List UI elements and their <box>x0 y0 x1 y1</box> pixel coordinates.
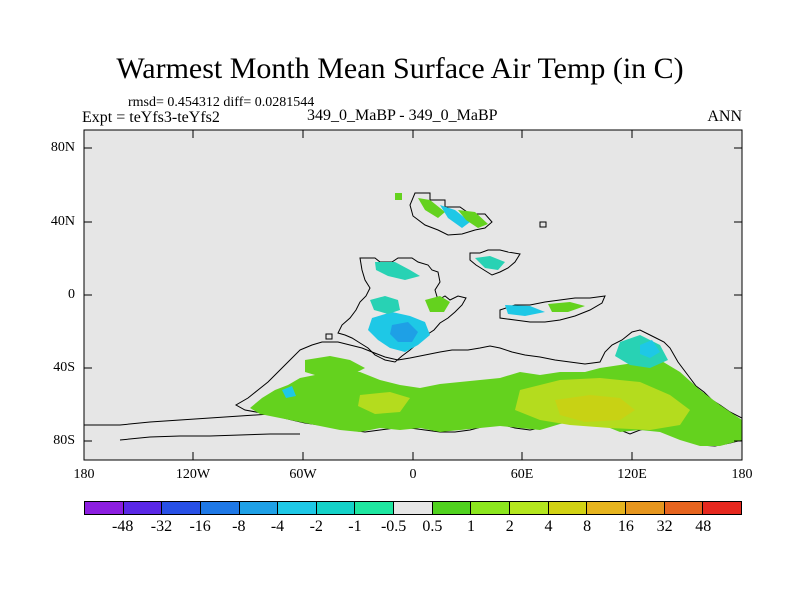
colorbar-swatch <box>161 502 200 514</box>
colorbar-swatch <box>238 502 278 514</box>
colorbar-swatch <box>470 502 510 514</box>
field-patch-yellow <box>555 395 635 422</box>
stats-label: rmsd= 0.454312 diff= 0.0281544 <box>128 95 315 110</box>
field-patch-teal-central <box>370 296 400 314</box>
colorbar-label: 0.5 <box>422 518 443 535</box>
tick-marks <box>84 130 742 460</box>
colorbar-label: 16 <box>617 518 634 535</box>
field-streak-green-2 <box>458 210 488 228</box>
field-dot-cyan <box>282 386 296 398</box>
plot-title: Warmest Month Mean Surface Air Temp (in … <box>116 52 684 85</box>
y-tick-label: 0 <box>68 287 75 302</box>
colorbar-swatch <box>431 502 471 514</box>
colorbar-label: -32 <box>150 518 173 535</box>
field-dot-green <box>395 193 402 200</box>
colorbar-swatch <box>663 502 703 514</box>
field-patch-green-west <box>305 356 365 378</box>
colorbar-swatch <box>277 502 316 514</box>
colorbar-label: 32 <box>656 518 673 535</box>
colorbar-label: 48 <box>695 518 712 535</box>
colorbar-label: -16 <box>189 518 211 535</box>
temperature-field <box>250 193 742 446</box>
field-patch-yellow-green-west <box>358 392 410 414</box>
x-tick-label: 120W <box>175 467 211 482</box>
colorbar-swatch <box>586 502 625 514</box>
y-tick-label: 40S <box>53 360 75 375</box>
x-tick-label: 0 <box>409 467 417 482</box>
x-tick-label: 60W <box>289 467 317 482</box>
x-tick-label: 120E <box>617 467 647 482</box>
colorbar-label: -8 <box>232 518 246 535</box>
colorbar-swatch <box>199 502 239 514</box>
colorbar-swatch <box>85 502 123 514</box>
season-label: ANN <box>707 108 742 125</box>
colorbar-label: -0.5 <box>380 518 407 535</box>
x-tick-label: 180 <box>731 467 753 482</box>
y-tick-label: 40N <box>50 214 75 229</box>
colorbar-swatch <box>354 502 394 514</box>
colorbar-label: -1 <box>348 518 362 535</box>
colorbar-label: 8 <box>583 518 592 535</box>
colorbar-swatch <box>315 502 355 514</box>
colorbar-label: -2 <box>309 518 323 535</box>
y-tick-label: 80S <box>53 433 75 448</box>
field-streak-green-1 <box>418 198 445 218</box>
colorbar-label: 2 <box>505 518 514 535</box>
colorbar-label: -48 <box>112 518 134 535</box>
y-tick-label: 80N <box>50 140 75 155</box>
colorbar-label: -4 <box>270 518 285 535</box>
x-tick-label: 180 <box>73 467 95 482</box>
colorbar-swatch <box>122 502 162 514</box>
x-tick-label: 60E <box>510 467 534 482</box>
field-patch-cyan-east <box>640 340 660 358</box>
colorbar-swatch <box>624 502 664 514</box>
colorbar-swatch <box>509 502 548 514</box>
field-patch-blue-central <box>390 322 418 342</box>
experiment-label: Expt = teYfs3-teYfs2 <box>82 109 220 126</box>
colorbar-label: 4 <box>544 518 553 535</box>
field-streak-green-strip <box>548 302 585 312</box>
field-streak-teal-east <box>475 256 505 270</box>
colorbar-label: 1 <box>467 518 476 535</box>
colorbar-swatch <box>547 502 587 514</box>
field-streak-cyan-1 <box>440 205 470 228</box>
colorbar-swatch <box>393 502 432 514</box>
case-label: 349_0_MaBP - 349_0_MaBP <box>307 107 498 124</box>
field-streak-cyan-strip <box>505 305 545 316</box>
field-patch-teal-north <box>375 262 420 280</box>
colorbar <box>84 501 742 515</box>
colorbar-swatch <box>702 502 741 514</box>
field-patch-green-central <box>425 296 450 312</box>
